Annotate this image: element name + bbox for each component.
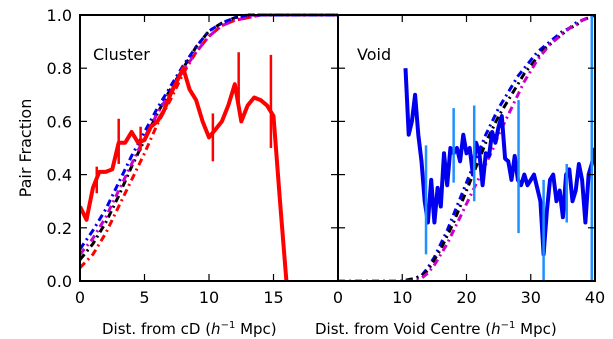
panel-label: Cluster (93, 45, 150, 64)
x-tick-label: 0 (75, 288, 85, 307)
series-line-2 (80, 13, 338, 261)
x-axis-label-cluster: Dist. from cD (h−1 Mpc) (102, 320, 277, 338)
x-tick-label: 20 (456, 288, 476, 307)
y-axis-label: Pair Fraction (16, 99, 35, 198)
x-axis-label-void: Dist. from Void Centre (h−1 Mpc) (315, 320, 557, 338)
x-tick-label: 40 (585, 288, 605, 307)
series-line-0 (80, 66, 289, 281)
series-line-3 (338, 13, 595, 281)
panel-label: Void (357, 45, 391, 64)
plot-area (338, 13, 595, 281)
y-tick-label: 1.0 (47, 6, 72, 25)
x-tick-label: 10 (392, 288, 412, 307)
y-tick-label: 0.8 (47, 59, 72, 78)
x-tick-label: 10 (199, 288, 219, 307)
cluster-panel: 0 5 10 15 0.0 0.2 0.4 0.6 0.8 1.0 Cluster (47, 6, 339, 307)
x-tick-label: 30 (521, 288, 541, 307)
x-tick-label: 0 (333, 288, 343, 307)
y-tick-label: 0.0 (47, 272, 72, 291)
void-panel: 0 10 20 30 40 Void (333, 13, 605, 307)
y-tick-label: 0.2 (47, 219, 72, 238)
series-line-0 (403, 68, 595, 257)
x-tick-label: 5 (139, 288, 149, 307)
y-tick-label: 0.4 (47, 166, 72, 185)
x-tick-label: 15 (263, 288, 283, 307)
y-tick-label: 0.6 (47, 112, 72, 131)
